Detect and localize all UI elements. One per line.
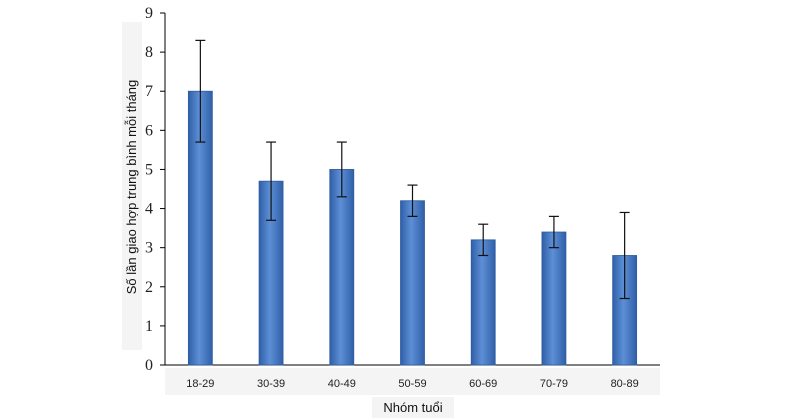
bar-50-59: [400, 200, 425, 366]
x-axis-title: Nhóm tuổi: [383, 400, 442, 415]
category-band-background: [165, 368, 660, 395]
y-title-background: [122, 22, 142, 350]
x-axis: 18-29 30-39 40-49 50-59 60-69 70-79 80-89: [165, 364, 660, 390]
x-tick-label: 70-79: [540, 378, 568, 390]
y-tick-label: 9: [145, 5, 153, 22]
y-tick-label: 6: [145, 122, 153, 139]
error-bar-60-69: [478, 223, 489, 257]
x-tick-label: 40-49: [328, 378, 356, 390]
y-tick-label: 2: [145, 279, 153, 296]
y-tick-label: 0: [145, 357, 153, 374]
error-bar-40-49: [336, 141, 347, 198]
bar-40-49: [329, 169, 355, 366]
y-axis: 0 1 2 3 4 5 6 7 8 9: [145, 5, 166, 374]
error-bar-30-39: [266, 141, 277, 221]
category-label-band: [122, 22, 660, 418]
bar-60-69: [470, 239, 496, 366]
x-tick-label: 30-39: [257, 378, 285, 390]
x-title-background: [372, 397, 454, 418]
y-tick-label: 8: [145, 44, 153, 61]
x-tick-label: 80-89: [611, 378, 639, 390]
error-bar-80-89: [619, 211, 630, 300]
error-bars: [195, 39, 630, 300]
bar-70-79: [541, 231, 567, 366]
y-axis-title: Số lần giao hợp trung bình mỗi tháng: [124, 80, 139, 295]
x-tick-label: 50-59: [398, 378, 426, 390]
y-tick-label: 7: [145, 83, 153, 100]
error-bar-70-79: [548, 215, 559, 249]
y-tick-label: 5: [145, 161, 153, 178]
bars: [187, 90, 638, 366]
y-tick-label: 4: [145, 201, 153, 218]
x-tick-label: 60-69: [469, 378, 497, 390]
error-bar-18-29: [195, 39, 206, 143]
y-tick-label: 3: [145, 240, 153, 257]
error-bar-50-59: [407, 184, 418, 217]
y-tick-label: 1: [145, 318, 153, 335]
x-tick-label: 18-29: [186, 378, 214, 390]
